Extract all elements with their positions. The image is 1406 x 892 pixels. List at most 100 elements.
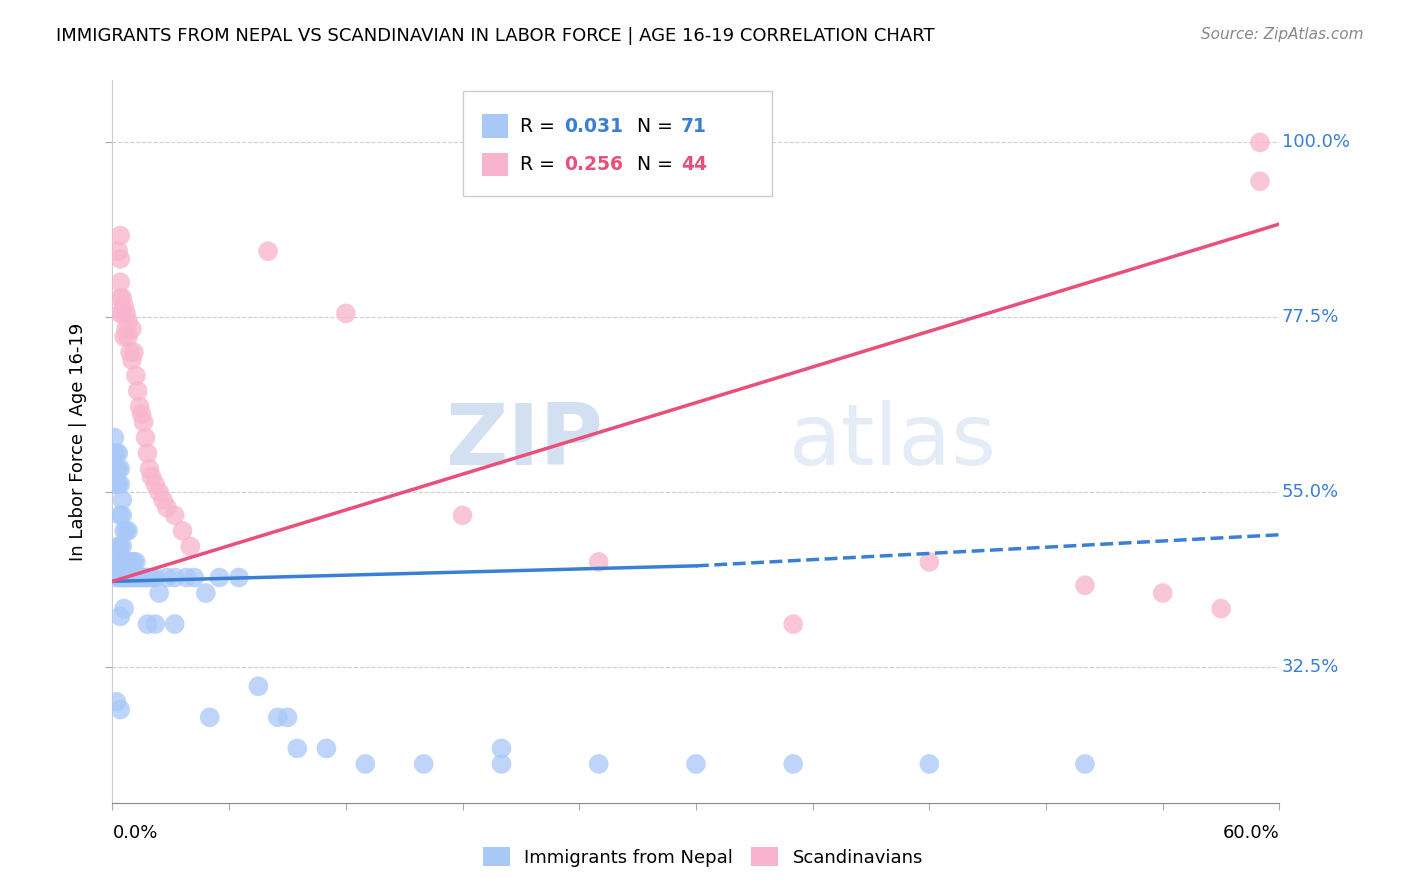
Point [127, 570, 149, 584]
Point [107, 570, 129, 584]
Point [148, 485, 170, 500]
Point [125, 368, 148, 383]
Point [111, 291, 134, 305]
Point [112, 601, 135, 615]
Text: 0.031: 0.031 [564, 117, 623, 136]
Point [782, 617, 804, 632]
Point [163, 617, 186, 632]
Point [1249, 174, 1271, 188]
Text: 44: 44 [681, 155, 707, 174]
Point [107, 461, 129, 475]
Point [148, 586, 170, 600]
Point [107, 477, 129, 491]
Point [125, 570, 148, 584]
Text: 71: 71 [681, 117, 707, 136]
Point [105, 461, 128, 475]
Point [491, 756, 513, 771]
Point [1074, 756, 1097, 771]
Legend: Immigrants from Nepal, Scandinavians: Immigrants from Nepal, Scandinavians [475, 840, 931, 874]
Point [127, 384, 149, 398]
Point [163, 570, 186, 584]
Point [135, 431, 157, 445]
Point [125, 555, 148, 569]
Text: 60.0%: 60.0% [1223, 824, 1279, 842]
Point [117, 329, 139, 343]
Point [105, 563, 128, 577]
Point [107, 244, 129, 259]
Point [105, 446, 128, 460]
Point [112, 329, 135, 343]
Point [1152, 586, 1174, 600]
Point [143, 477, 166, 491]
Point [110, 461, 132, 475]
Point [141, 469, 163, 483]
Point [128, 570, 150, 584]
Text: IMMIGRANTS FROM NEPAL VS SCANDINAVIAN IN LABOR FORCE | AGE 16-19 CORRELATION CHA: IMMIGRANTS FROM NEPAL VS SCANDINAVIAN IN… [56, 27, 935, 45]
Point [315, 741, 337, 756]
Point [103, 446, 125, 460]
Y-axis label: In Labor Force | Age 16-19: In Labor Force | Age 16-19 [69, 322, 87, 561]
Text: 0.0%: 0.0% [112, 824, 157, 842]
Point [491, 741, 513, 756]
Point [110, 702, 132, 716]
FancyBboxPatch shape [482, 114, 508, 138]
Point [107, 446, 129, 460]
Point [110, 477, 132, 491]
Point [111, 570, 134, 584]
Point [412, 756, 434, 771]
FancyBboxPatch shape [463, 91, 772, 196]
Point [1249, 136, 1271, 150]
Point [103, 431, 125, 445]
Point [107, 540, 129, 554]
Point [115, 322, 138, 336]
Point [172, 524, 194, 538]
Point [918, 756, 941, 771]
Point [110, 228, 132, 243]
Point [115, 306, 138, 320]
Text: N =: N = [624, 155, 679, 174]
Point [121, 322, 143, 336]
Point [105, 477, 128, 491]
Point [918, 555, 941, 569]
Text: 32.5%: 32.5% [1282, 657, 1339, 676]
Point [194, 586, 217, 600]
Point [156, 500, 179, 515]
Point [685, 756, 707, 771]
Point [110, 570, 132, 584]
Point [588, 756, 610, 771]
Point [111, 555, 134, 569]
Point [121, 353, 143, 368]
Text: 100.0%: 100.0% [1282, 134, 1350, 152]
Point [335, 306, 357, 320]
Point [115, 524, 138, 538]
Point [128, 400, 150, 414]
FancyBboxPatch shape [482, 153, 508, 177]
Point [121, 555, 143, 569]
Point [110, 291, 132, 305]
Point [141, 570, 163, 584]
Text: R =: R = [520, 155, 561, 174]
Point [105, 695, 128, 709]
Point [267, 710, 290, 724]
Point [143, 570, 166, 584]
Point [110, 306, 132, 320]
Point [163, 508, 186, 523]
Point [131, 570, 153, 584]
Point [115, 555, 138, 569]
Text: 0.256: 0.256 [564, 155, 623, 174]
Point [135, 570, 157, 584]
Point [110, 275, 132, 289]
Point [107, 555, 129, 569]
Point [110, 609, 132, 624]
Point [117, 524, 139, 538]
Point [122, 570, 145, 584]
Point [143, 617, 166, 632]
Point [117, 555, 139, 569]
Point [110, 540, 132, 554]
Point [136, 617, 159, 632]
Text: 77.5%: 77.5% [1282, 309, 1339, 326]
Text: R =: R = [520, 117, 561, 136]
Point [136, 446, 159, 460]
Point [176, 570, 198, 584]
Point [121, 570, 143, 584]
